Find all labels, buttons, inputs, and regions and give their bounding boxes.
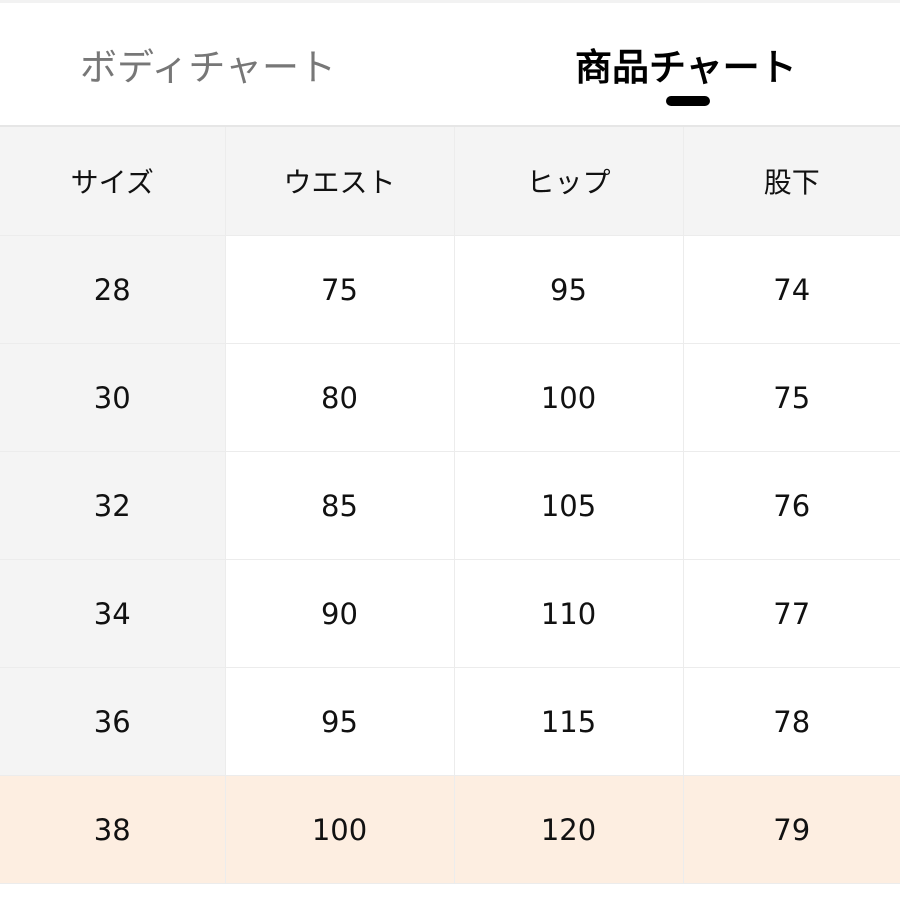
table-row: 30 80 100 75 [0,343,900,452]
active-tab-indicator [666,96,710,106]
cell-waist: 95 [225,667,455,776]
cell-size: 32 [0,451,226,560]
tab-product-chart[interactable]: 商品チャート [575,46,797,89]
chart-tabs: ボディチャート 商品チャート [0,0,900,127]
cell-hip: 115 [454,667,684,776]
table-row: 34 90 110 77 [0,559,900,668]
header-waist: ウエスト [225,127,455,236]
cell-inseam: 76 [683,451,900,560]
table-row: 32 85 105 76 [0,451,900,560]
cell-waist: 75 [225,235,455,344]
cell-inseam: 77 [683,559,900,668]
cell-inseam: 79 [683,775,900,884]
header-inseam: 股下 [683,127,900,236]
cell-inseam: 74 [683,235,900,344]
cell-size: 34 [0,559,226,668]
table-header-row: サイズ ウエスト ヒップ 股下 [0,127,900,236]
cell-hip: 110 [454,559,684,668]
cell-size: 36 [0,667,226,776]
cell-size: 38 [0,775,226,884]
table-row: 36 95 115 78 [0,667,900,776]
cell-inseam: 75 [683,343,900,452]
header-size: サイズ [0,127,226,236]
header-hip: ヒップ [454,127,684,236]
size-table: サイズ ウエスト ヒップ 股下 28 75 95 74 30 80 100 75… [0,127,900,884]
cell-hip: 120 [454,775,684,884]
cell-inseam: 78 [683,667,900,776]
cell-hip: 105 [454,451,684,560]
tab-body-chart[interactable]: ボディチャート [80,46,337,89]
cell-waist: 100 [225,775,455,884]
cell-waist: 90 [225,559,455,668]
cell-size: 28 [0,235,226,344]
cell-hip: 100 [454,343,684,452]
cell-hip: 95 [454,235,684,344]
cell-size: 30 [0,343,226,452]
table-row-highlighted: 38 100 120 79 [0,775,900,884]
cell-waist: 80 [225,343,455,452]
table-row: 28 75 95 74 [0,235,900,344]
cell-waist: 85 [225,451,455,560]
